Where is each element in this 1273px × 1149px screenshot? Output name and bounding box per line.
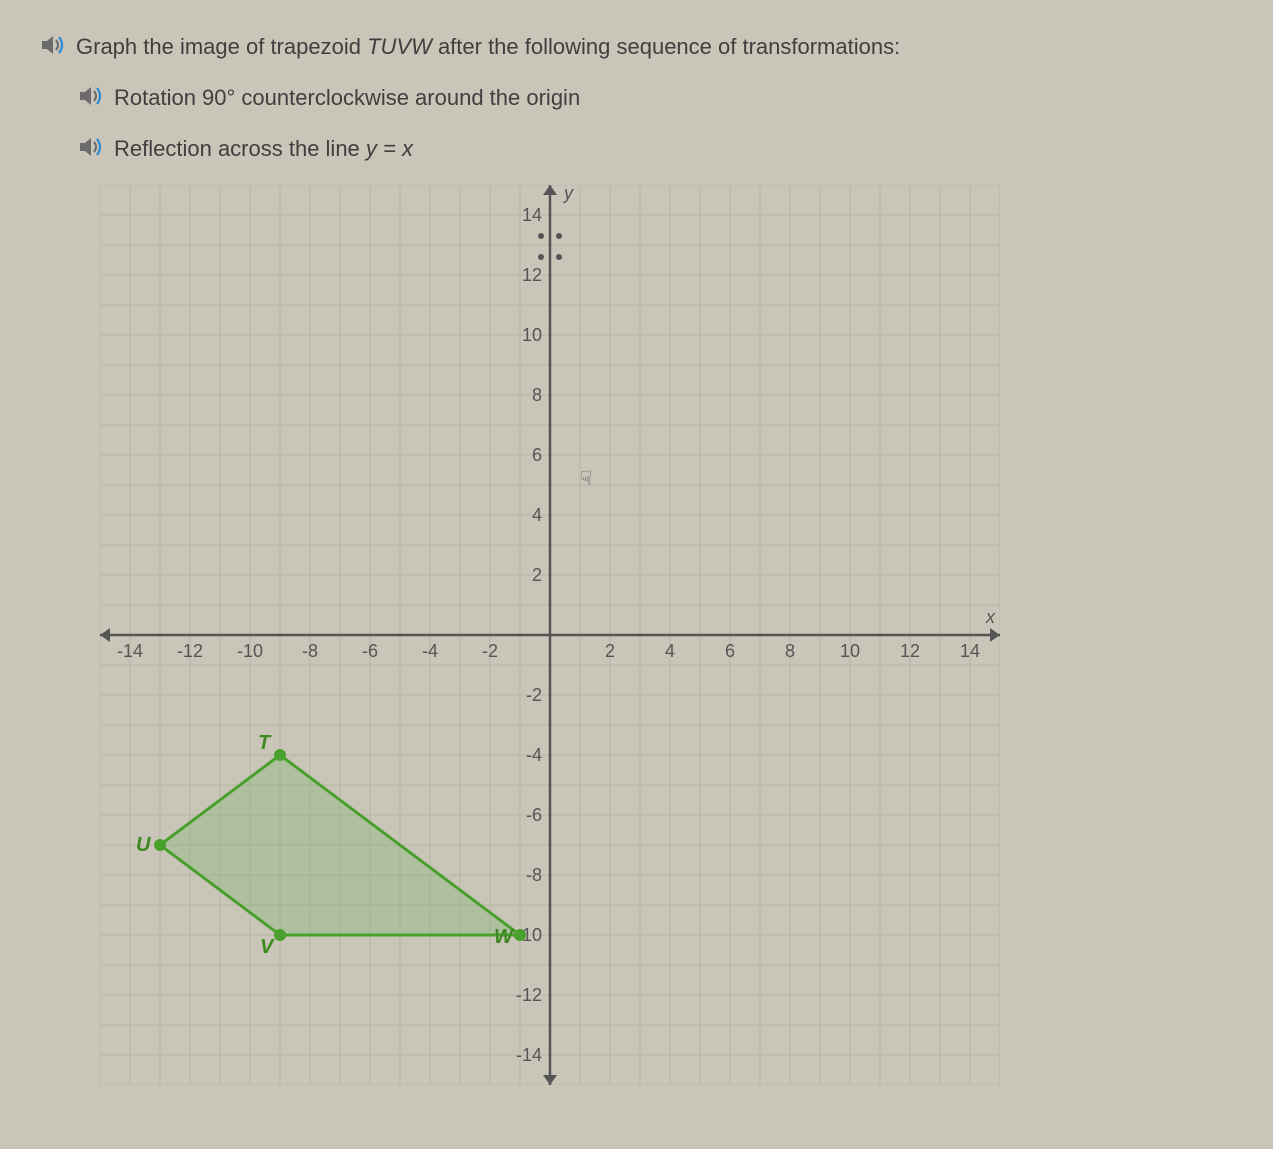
svg-text:8: 8 [785,641,795,661]
question-step1-text: Rotation 90° counterclockwise around the… [114,81,580,114]
svg-text:4: 4 [665,641,675,661]
coordinate-grid[interactable]: -14 -12 -10 -8 -6 -4 -2 2 4 6 8 10 12 14 14 12 10 8 6 4 2 -2 -… [100,185,1000,1085]
speaker-icon[interactable] [40,32,66,58]
speaker-icon[interactable] [78,134,104,160]
svg-text:8: 8 [532,385,542,405]
q-step2-prefix: Reflection across the line [114,136,366,161]
svg-text:10: 10 [840,641,860,661]
svg-text:12: 12 [900,641,920,661]
q-main-italic: TUVW [367,34,432,59]
q-main-prefix: Graph the image of trapezoid [76,34,367,59]
svg-text:-8: -8 [526,865,542,885]
svg-text:-4: -4 [526,745,542,765]
q-step2-math: y = x [366,136,413,161]
svg-text:-14: -14 [516,1045,542,1065]
question-step2-text: Reflection across the line y = x [114,132,413,165]
svg-text:14: 14 [522,205,542,225]
svg-text:-10: -10 [237,641,263,661]
svg-text:-6: -6 [526,805,542,825]
svg-text:x: x [985,607,996,627]
question-step2-line: Reflection across the line y = x [40,132,1233,165]
svg-text:W: W [494,926,515,948]
svg-text:-12: -12 [516,985,542,1005]
svg-text:10: 10 [522,325,542,345]
svg-text:V: V [260,936,275,958]
svg-text:-8: -8 [302,641,318,661]
svg-text:12: 12 [522,265,542,285]
svg-text:6: 6 [532,445,542,465]
svg-text:-4: -4 [422,641,438,661]
svg-text:-2: -2 [526,685,542,705]
svg-text:-2: -2 [482,641,498,661]
question-block: Graph the image of trapezoid TUVW after … [40,30,1233,165]
svg-text:-14: -14 [117,641,143,661]
question-main-text: Graph the image of trapezoid TUVW after … [76,30,900,63]
q-main-suffix: after the following sequence of transfor… [432,34,900,59]
svg-text:14: 14 [960,641,980,661]
svg-text:2: 2 [532,565,542,585]
svg-text:y: y [562,185,574,203]
svg-text:☟: ☟ [580,468,592,490]
svg-text:U: U [136,834,151,856]
svg-text:-12: -12 [177,641,203,661]
svg-text:T: T [258,732,272,754]
question-step1-line: Rotation 90° counterclockwise around the… [40,81,1233,114]
question-main-line: Graph the image of trapezoid TUVW after … [40,30,1233,63]
svg-text:4: 4 [532,505,542,525]
speaker-icon[interactable] [78,83,104,109]
svg-text:-6: -6 [362,641,378,661]
svg-text:6: 6 [725,641,735,661]
svg-text:2: 2 [605,641,615,661]
